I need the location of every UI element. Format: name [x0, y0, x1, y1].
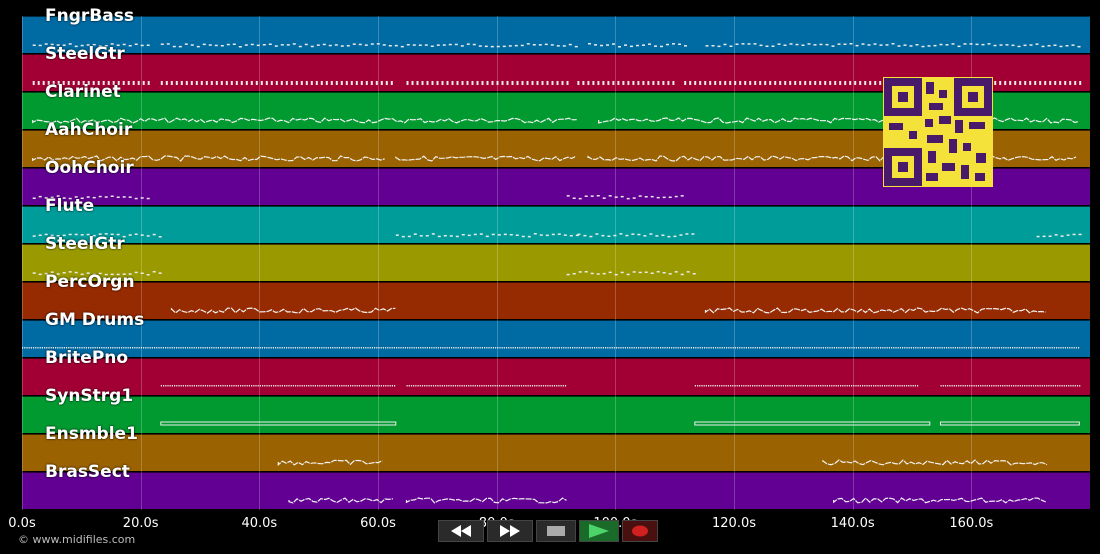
track-lane[interactable] — [22, 206, 1090, 243]
transport-controls — [438, 520, 658, 542]
note-pattern — [160, 385, 1081, 387]
track-lane[interactable] — [22, 282, 1090, 319]
stop-button[interactable] — [536, 520, 576, 542]
track-name: Clarinet — [45, 82, 121, 102]
track-name: SynStrg1 — [45, 386, 134, 406]
rewind-icon — [451, 525, 471, 537]
stop-icon — [547, 526, 565, 536]
note-pattern — [160, 421, 1080, 426]
qr-code-image — [883, 77, 993, 187]
track-name: FngrBass — [45, 6, 134, 26]
note-pattern — [32, 43, 1081, 48]
fast-forward-button[interactable] — [487, 520, 533, 542]
track-name: AahChoir — [45, 120, 133, 140]
fast-forward-icon — [500, 525, 520, 537]
record-icon — [632, 525, 648, 537]
time-tick-label: 140.0s — [830, 516, 875, 531]
time-tick-label: 160.0s — [949, 516, 994, 531]
track-lane[interactable] — [22, 244, 1090, 281]
note-pattern — [32, 271, 696, 276]
track-name: SteelGtr — [45, 44, 125, 64]
note-pattern — [32, 195, 684, 200]
track-lane[interactable] — [22, 434, 1090, 471]
track-name: GM Drums — [45, 310, 145, 330]
track-lane[interactable] — [22, 320, 1090, 357]
track-name: OohChoir — [45, 158, 134, 178]
track-name: BrasSect — [45, 462, 130, 482]
time-tick-label: 120.0s — [712, 516, 756, 531]
time-tick-label: 60.0s — [360, 516, 396, 531]
note-pattern — [288, 497, 1046, 504]
copyright-text: © www.midifiles.com — [18, 533, 136, 546]
rewind-button[interactable] — [438, 520, 484, 542]
track-lane[interactable] — [22, 358, 1090, 395]
track-name: PercOrgn — [45, 272, 135, 292]
note-pattern — [22, 347, 1080, 349]
note-pattern — [32, 117, 1079, 124]
time-tick-label: 0.0s — [8, 516, 36, 531]
note-pattern — [32, 233, 1082, 238]
play-button[interactable] — [579, 520, 619, 542]
track-lane[interactable] — [22, 16, 1090, 53]
time-tick-label: 20.0s — [122, 516, 159, 531]
track-name: Ensmble1 — [45, 424, 138, 444]
time-tick-label: 40.0s — [241, 516, 278, 531]
track-lane[interactable] — [22, 472, 1090, 509]
track-name: Flute — [45, 196, 95, 216]
track-name: BritePno — [45, 348, 129, 368]
play-icon — [589, 524, 609, 538]
track-lane[interactable] — [22, 396, 1090, 433]
record-button[interactable] — [622, 520, 658, 542]
note-pattern — [170, 307, 1046, 314]
note-pattern — [32, 155, 1077, 162]
note-pattern — [277, 459, 1048, 467]
track-name: SteelGtr — [45, 234, 125, 254]
